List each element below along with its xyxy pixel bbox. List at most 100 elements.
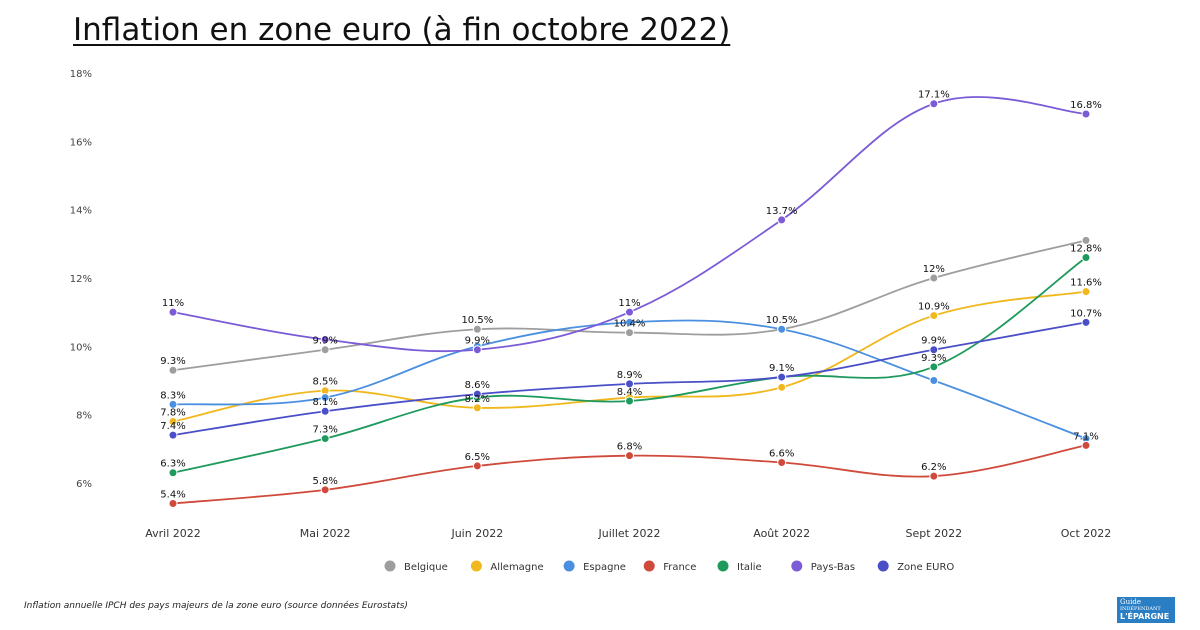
data-label: 9.3%: [160, 356, 185, 367]
data-point: [472, 389, 482, 399]
data-point: [168, 365, 178, 375]
data-label: 10.5%: [461, 315, 493, 326]
x-tick-label: Avril 2022: [145, 527, 201, 540]
data-point: [320, 393, 330, 403]
data-label: 13.7%: [766, 206, 798, 217]
data-label: 7.4%: [160, 421, 185, 432]
data-point: [320, 406, 330, 416]
data-point: [777, 372, 787, 382]
data-point: [168, 499, 178, 509]
data-label: 9.9%: [465, 336, 490, 347]
legend-marker: [717, 560, 729, 572]
data-label: 10.5%: [766, 315, 798, 326]
data-point: [625, 451, 634, 461]
x-tick-label: Sept 2022: [906, 527, 963, 540]
data-label: 8.3%: [160, 390, 185, 401]
data-label: 8.9%: [617, 370, 642, 381]
logo: Guide INDÉPENDANT L'ÉPARGNE: [1117, 597, 1175, 623]
data-point: [777, 382, 787, 392]
data-label: 5.8%: [312, 476, 337, 487]
data-point: [777, 324, 787, 334]
data-point: [1081, 287, 1091, 297]
data-label: 9.3%: [921, 353, 946, 364]
data-label: 10.9%: [918, 302, 950, 313]
chart-title: Inflation en zone euro (à fin octobre 20…: [73, 12, 731, 48]
data-point: [1081, 109, 1091, 119]
data-label: 11.6%: [1070, 278, 1102, 289]
logo-text-guide: Guide: [1120, 598, 1141, 606]
data-label: 6.6%: [769, 448, 794, 459]
legend-label: Allemagne: [490, 562, 543, 573]
data-point: [777, 215, 787, 225]
data-point: [929, 471, 939, 481]
x-tick-label: Août 2022: [753, 527, 810, 540]
y-tick-label: 16%: [70, 137, 92, 148]
legend-label: France: [663, 562, 696, 573]
data-label: 6.2%: [921, 462, 946, 473]
data-point: [168, 307, 178, 317]
x-tick-label: Mai 2022: [300, 527, 351, 540]
data-point: [625, 396, 634, 406]
data-label: 6.8%: [617, 442, 642, 453]
data-label: 9.9%: [921, 336, 946, 347]
data-point: [472, 461, 482, 471]
data-label: 9.9%: [312, 336, 337, 347]
x-tick-label: Oct 2022: [1061, 527, 1112, 540]
data-point: [929, 273, 939, 283]
data-point: [472, 403, 482, 413]
legend-label: Zone EURO: [897, 562, 954, 573]
data-point: [1081, 317, 1091, 327]
y-tick-label: 10%: [70, 342, 92, 353]
data-label: 8.5%: [312, 377, 337, 388]
y-tick-label: 18%: [70, 69, 92, 80]
data-point: [1081, 235, 1091, 245]
data-label: 7.8%: [160, 407, 185, 418]
data-label: 12%: [923, 264, 945, 275]
data-point: [168, 430, 178, 440]
data-label: 10.7%: [1070, 308, 1102, 319]
data-label: 11%: [162, 298, 184, 309]
data-label: 8.4%: [617, 387, 642, 398]
data-point: [929, 345, 939, 355]
data-label: 16.8%: [1070, 100, 1102, 111]
data-label: 12.8%: [1070, 243, 1102, 254]
data-point: [777, 457, 787, 467]
series-line-italie: [172, 256, 1087, 474]
logo-text-independant: INDÉPENDANT: [1120, 606, 1161, 612]
legend-marker: [384, 560, 396, 572]
y-tick-label: 8%: [76, 411, 92, 422]
data-label: 6.3%: [160, 459, 185, 470]
data-point: [472, 345, 482, 355]
data-point: [929, 99, 939, 109]
data-label: 17.1%: [918, 90, 950, 101]
data-label: 10.4%: [614, 319, 646, 330]
data-label: 7.1%: [1073, 431, 1098, 442]
data-label: 11%: [618, 298, 640, 309]
legend-marker: [791, 560, 803, 572]
footnote: Inflation annuelle IPCH des pays majeurs…: [24, 601, 408, 611]
data-point: [320, 334, 330, 344]
data-point: [929, 375, 939, 385]
legend-marker: [877, 560, 889, 572]
data-point: [625, 328, 634, 338]
data-point: [1081, 252, 1091, 262]
data-point: [929, 362, 939, 372]
legend-label: Italie: [737, 562, 762, 573]
legend-marker: [470, 560, 482, 572]
data-label: 5.4%: [160, 490, 185, 501]
legend-label: Espagne: [583, 562, 626, 573]
data-point: [320, 345, 330, 355]
legend-label: Belgique: [404, 562, 448, 573]
data-point: [472, 324, 482, 334]
x-tick-label: Juin 2022: [450, 527, 503, 540]
y-tick-label: 12%: [70, 274, 92, 285]
legend-marker: [563, 560, 575, 572]
data-label: 8.1%: [312, 397, 337, 408]
data-point: [320, 434, 330, 444]
data-point: [168, 468, 178, 478]
data-point: [320, 485, 330, 495]
logo-text-epargne: L'ÉPARGNE: [1120, 612, 1170, 621]
x-tick-label: Juillet 2022: [598, 527, 661, 540]
data-label: 7.3%: [312, 425, 337, 436]
